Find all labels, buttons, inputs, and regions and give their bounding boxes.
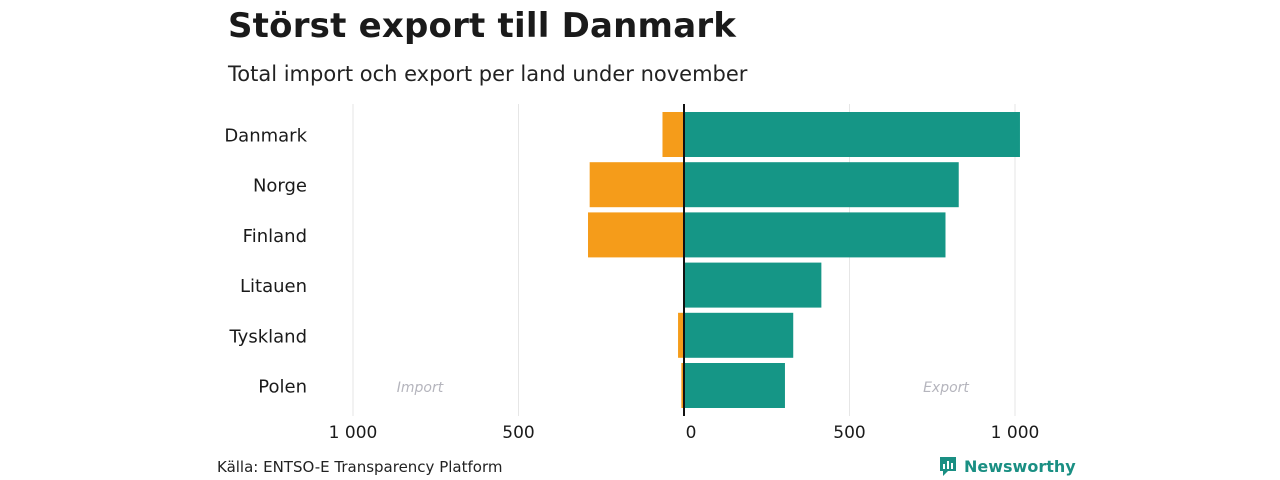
- x-tick-label-1: 500: [502, 423, 534, 443]
- category-labels: Danmark Norge Finland Litauen Tyskland Polen: [224, 126, 307, 398]
- chart-subtitle: Total import och export per land under n…: [228, 62, 748, 86]
- bar-export-litauen: [684, 262, 822, 308]
- category-label-danmark: Danmark: [224, 126, 307, 147]
- bar-export-polen: [684, 363, 785, 408]
- source-note: Källa: ENTSO-E Transparency Platform: [217, 458, 503, 476]
- category-label-norge: Norge: [253, 176, 307, 197]
- bar-export-norge: [684, 162, 959, 208]
- bar-import-norge: [589, 162, 684, 208]
- bars: [588, 112, 1020, 408]
- category-label-litauen: Litauen: [240, 276, 307, 297]
- x-tick-label-4: 1 000: [991, 423, 1040, 443]
- bar-export-tyskland: [684, 312, 794, 358]
- bar-chart-icon: [940, 457, 956, 476]
- brand-name: Newsworthy: [964, 456, 1076, 476]
- export-side-label: Export: [923, 380, 969, 396]
- category-label-finland: Finland: [243, 226, 307, 247]
- category-label-polen: Polen: [258, 377, 307, 398]
- import-side-label: Import: [397, 380, 444, 396]
- bar-import-danmark: [662, 112, 684, 157]
- bar-export-danmark: [684, 112, 1020, 157]
- x-tick-label-0: 1 000: [329, 423, 378, 443]
- bar-import-polen: [681, 363, 684, 408]
- x-tick-label-3: 500: [833, 423, 865, 443]
- x-tick-label-2: 0: [686, 423, 697, 443]
- bar-export-finland: [684, 212, 946, 258]
- bar-import-tyskland: [678, 312, 684, 358]
- chart-title: Störst export till Danmark: [228, 6, 737, 46]
- brand-logo[interactable]: Newsworthy: [938, 455, 1076, 477]
- category-label-tyskland: Tyskland: [228, 326, 307, 347]
- bar-import-finland: [588, 212, 684, 258]
- x-axis-ticks: 1 000 500 0 500 1 000: [329, 423, 1040, 443]
